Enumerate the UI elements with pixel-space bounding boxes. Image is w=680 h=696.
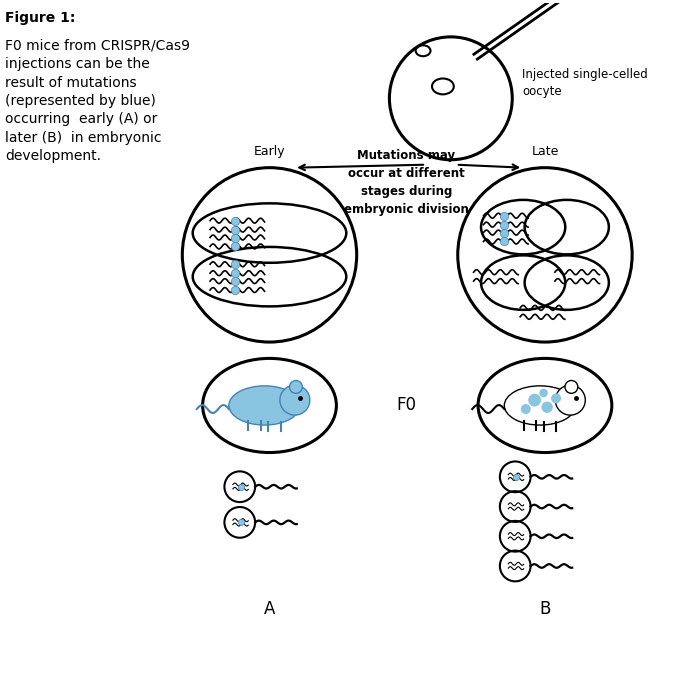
Circle shape xyxy=(280,385,310,415)
Text: Mutations may
occur at different
stages during
embryonic division: Mutations may occur at different stages … xyxy=(344,149,469,216)
Text: B: B xyxy=(539,599,551,617)
Text: A: A xyxy=(264,599,275,617)
Circle shape xyxy=(565,381,578,393)
Circle shape xyxy=(551,393,561,403)
Circle shape xyxy=(539,388,548,397)
Text: F0: F0 xyxy=(396,397,416,414)
Circle shape xyxy=(541,402,553,413)
Ellipse shape xyxy=(505,386,576,425)
Text: Injected single-celled
oocyte: Injected single-celled oocyte xyxy=(522,68,648,98)
Text: F0 mice from CRISPR/Cas9
injections can be the
result of mutations
(represented : F0 mice from CRISPR/Cas9 injections can … xyxy=(5,39,190,164)
Circle shape xyxy=(528,394,541,406)
Text: Late: Late xyxy=(531,145,559,158)
Text: Early: Early xyxy=(254,145,286,158)
Circle shape xyxy=(521,404,530,414)
Ellipse shape xyxy=(229,386,300,425)
Circle shape xyxy=(290,381,303,393)
Circle shape xyxy=(556,385,585,415)
Text: Figure 1:: Figure 1: xyxy=(5,11,75,25)
